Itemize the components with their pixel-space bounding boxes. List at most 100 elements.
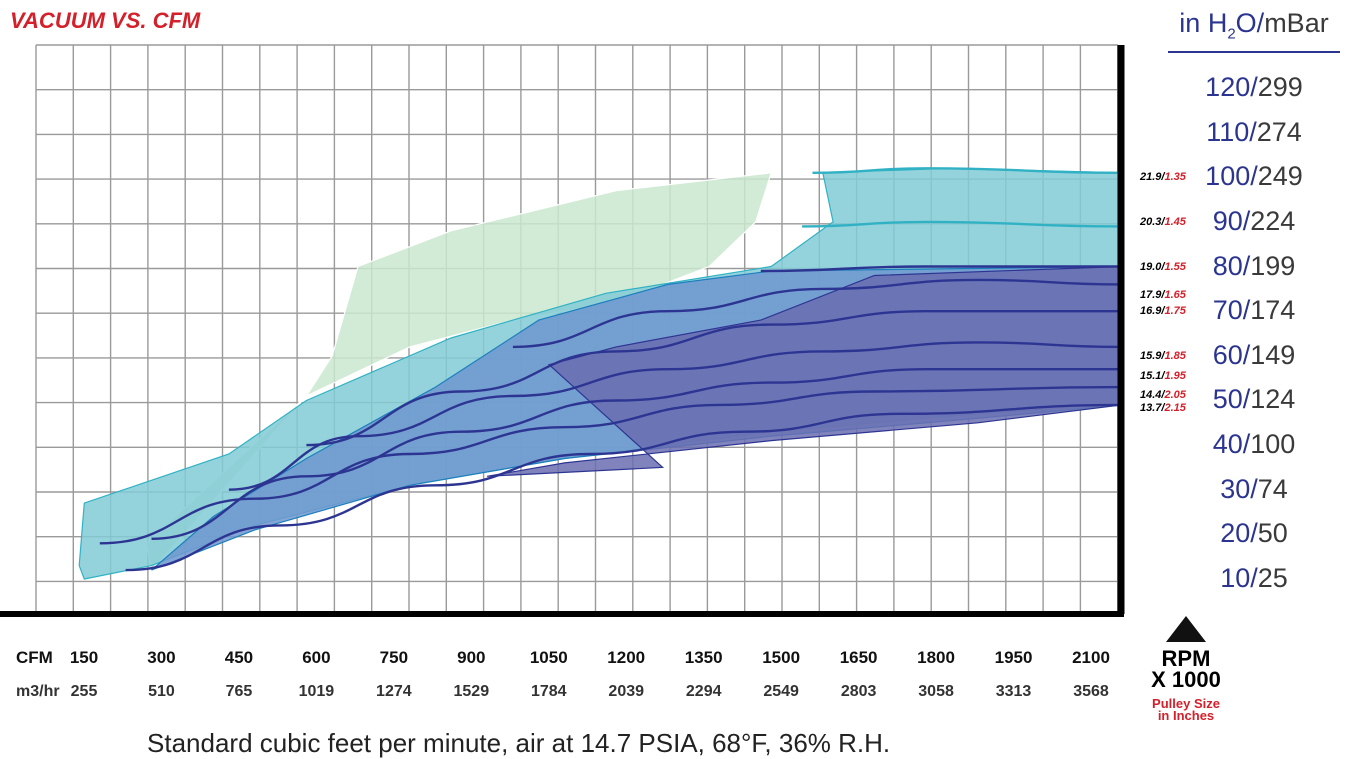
pulley-size: 1.55 <box>1164 260 1186 273</box>
pulley-rpm: 20.3/ <box>1140 215 1165 228</box>
region-light-green <box>145 172 773 572</box>
y-tick-separator: / <box>1250 473 1258 504</box>
x-tick-m3: 765 <box>225 683 253 700</box>
y-tick-mbar: 25 <box>1257 563 1288 593</box>
y-tick-mbar: 100 <box>1250 429 1296 460</box>
y-tick-water: 100 <box>1205 161 1251 192</box>
x-tick-cfm: 600 <box>302 648 331 667</box>
x-tick-m3: 3058 <box>918 683 954 700</box>
series-line-rpm-20.3 <box>802 220 1123 228</box>
pulley-label: 17.9/1.65 <box>1140 289 1230 301</box>
unit-water-tail: O <box>1235 8 1257 38</box>
y-tick-separator: / <box>1242 295 1251 326</box>
unit-water-subscript: 2 <box>1227 25 1236 43</box>
pulley-label: 21.9/1.35 <box>1140 171 1230 183</box>
pulley-rpm: 21.9/ <box>1140 171 1165 184</box>
x-tick-cfm: 1800 <box>917 648 955 667</box>
x-axis-m3-label: m3/hr <box>16 683 60 700</box>
y-tick-separator: / <box>1242 250 1251 281</box>
y-tick-mbar: 249 <box>1257 161 1303 192</box>
y-tick-mbar: 149 <box>1250 339 1296 370</box>
x-tick-cfm: 150 <box>69 648 99 667</box>
y-tick-mbar: 199 <box>1250 250 1296 281</box>
series-line-rpm-19.0 <box>760 265 1123 273</box>
y-tick-water: 110 <box>1206 116 1250 147</box>
y-tick-mbar: 174 <box>1250 295 1296 326</box>
x-tick-m3: 1784 <box>530 683 567 700</box>
pulley-rpm: 13.7/ <box>1140 401 1165 414</box>
y-tick-label: 120/299 <box>1168 71 1340 103</box>
y-tick-mbar: 124 <box>1250 384 1296 415</box>
x-tick-m3: 255 <box>70 683 98 700</box>
x-axis-cfm-label: CFM <box>16 648 53 667</box>
y-tick-water: 20 <box>1220 518 1251 549</box>
x-tick-m3: 3568 <box>1073 683 1109 700</box>
y-tick-water: 120 <box>1205 72 1251 102</box>
y-tick-separator: / <box>1242 429 1251 460</box>
y-tick-label: 30/74 <box>1168 473 1340 505</box>
plot-area <box>0 44 1125 617</box>
y-tick-label: 110/274 <box>1168 116 1340 148</box>
y-tick-separator: / <box>1250 161 1258 192</box>
y-tick-mbar: 224 <box>1250 205 1296 236</box>
pulley-label: 16.9/1.75 <box>1140 305 1230 317</box>
pulley-size: 1.65 <box>1164 288 1186 301</box>
x-tick-cfm: 1050 <box>529 648 568 667</box>
pulley-size: 2.15 <box>1164 401 1186 414</box>
pulley-label: 20.3/1.45 <box>1140 216 1230 228</box>
x-tick-m3: 1529 <box>453 683 490 700</box>
pulley-size: 1.45 <box>1164 215 1186 228</box>
series-line-rpm-13.7 <box>125 403 1123 572</box>
y-tick-label: 50/124 <box>1168 383 1340 415</box>
pulley-size: 1.95 <box>1164 369 1186 382</box>
x-tick-cfm: 1500 <box>762 648 801 667</box>
pulley-label: 15.9/1.85 <box>1140 350 1230 362</box>
y-tick-water: 60 <box>1212 339 1243 370</box>
pulley-label: 14.4/2.05 <box>1140 389 1230 401</box>
y-tick-separator: / <box>1250 518 1258 549</box>
pulley-size: 2.05 <box>1164 388 1186 401</box>
y-tick-label: 70/174 <box>1168 294 1340 326</box>
x-tick-m3: 510 <box>148 683 175 700</box>
rpm-multiplier: X 1000 <box>1151 667 1221 692</box>
rpm-axis-label: RPM X 1000 <box>1148 646 1224 692</box>
pulley-size-line2: in Inches <box>1157 708 1215 723</box>
y-tick-water: 10 <box>1220 563 1251 593</box>
pulley-rpm: 15.9/ <box>1140 349 1165 362</box>
y-tick-label: 90/224 <box>1168 205 1340 237</box>
pulley-label: 13.7/2.15 <box>1140 402 1230 414</box>
x-tick-m3: 2549 <box>763 683 799 700</box>
series-line-rpm-17.9 <box>512 278 1123 349</box>
y-tick-label: 40/100 <box>1168 428 1340 460</box>
y-tick-label: 20/50 <box>1168 517 1340 549</box>
pulley-rpm: 14.4/ <box>1140 388 1165 401</box>
pulley-size: 1.85 <box>1164 349 1186 362</box>
x-tick-cfm: 750 <box>379 648 409 667</box>
y-tick-label: 100/249 <box>1168 160 1340 192</box>
series-line-rpm-16.9 <box>306 310 1123 447</box>
x-tick-cfm: 2100 <box>1072 648 1110 667</box>
y-tick-separator: / <box>1242 384 1251 415</box>
series-line-rpm-15.1 <box>151 367 1123 540</box>
y-axis-unit-title: in H2O/mBar <box>1168 6 1340 54</box>
y-tick-separator: / <box>1249 116 1257 147</box>
regions <box>78 167 1123 580</box>
x-tick-cfm: 1950 <box>994 648 1033 667</box>
y-tick-mbar: 299 <box>1257 72 1303 102</box>
series-line-rpm-15.9 <box>228 341 1123 491</box>
pulley-label: 19.0/1.55 <box>1140 261 1230 273</box>
x-tick-m3: 3313 <box>995 683 1032 700</box>
series-line-rpm-21.9 <box>812 167 1123 174</box>
rpm-label: RPM <box>1161 646 1211 671</box>
x-tick-m3: 2294 <box>685 683 722 700</box>
series <box>99 167 1123 572</box>
rpm-arrow-icon <box>1166 616 1206 642</box>
x-tick-m3: 2803 <box>840 683 877 700</box>
pulley-size: 1.75 <box>1164 305 1186 318</box>
x-tick-cfm: 1350 <box>684 648 723 667</box>
y-tick-water: 50 <box>1212 384 1243 415</box>
y-tick-water: 80 <box>1212 250 1243 281</box>
y-tick-label: 60/149 <box>1168 339 1340 371</box>
y-tick-mbar: 74 <box>1257 473 1288 504</box>
x-tick-cfm: 1200 <box>607 648 646 667</box>
